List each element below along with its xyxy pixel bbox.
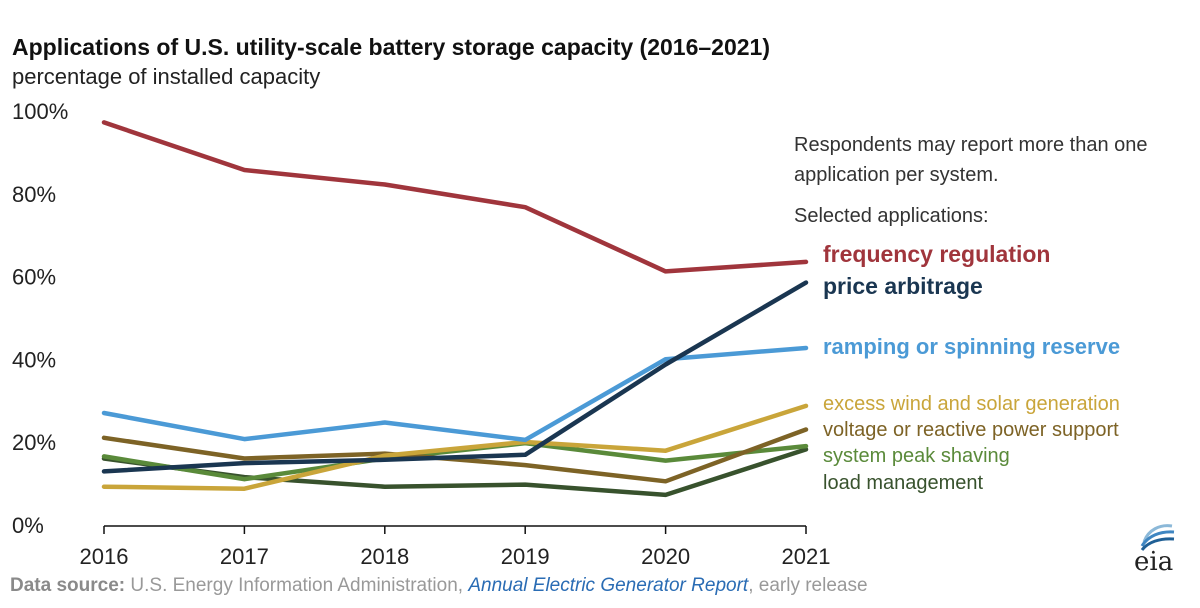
- x-tick-label: 2017: [220, 544, 269, 569]
- y-tick-label: 20%: [12, 430, 56, 455]
- series-label: price arbitrage: [823, 273, 983, 299]
- series-label: ramping or spinning reserve: [823, 334, 1120, 359]
- chart-title: Applications of U.S. utility-scale batte…: [12, 34, 771, 60]
- y-tick-label: 80%: [12, 182, 56, 207]
- x-tick-label: 2021: [782, 544, 831, 569]
- series-label: frequency regulation: [823, 241, 1050, 267]
- series-label: system peak shaving: [823, 445, 1010, 467]
- selected-applications-label: Selected applications:: [794, 205, 989, 227]
- eia-logo: eia: [1134, 524, 1175, 576]
- y-tick-label: 100%: [12, 99, 68, 124]
- chart-subtitle: percentage of installed capacity: [12, 64, 321, 89]
- y-tick-label: 60%: [12, 265, 56, 290]
- data-source-suffix: , early release: [748, 575, 868, 596]
- x-tick-label: 2019: [501, 544, 550, 569]
- series-line: [101, 345, 809, 443]
- series-label: voltage or reactive power support: [823, 419, 1119, 441]
- y-tick-label: 40%: [12, 347, 56, 372]
- x-tick-label: 2016: [80, 544, 129, 569]
- data-source: Data source: U.S. Energy Information Adm…: [10, 575, 868, 597]
- series-line: [101, 403, 809, 491]
- x-tick-label: 2020: [641, 544, 690, 569]
- data-source-text: U.S. Energy Information Administration,: [130, 575, 464, 596]
- series-line: [101, 120, 809, 274]
- report-link[interactable]: Annual Electric Generator Report: [468, 575, 749, 596]
- respondents-note: Respondents may report more than one app…: [794, 134, 1148, 186]
- y-tick-label: 0%: [12, 513, 44, 538]
- data-source-label: Data source:: [10, 575, 126, 596]
- series-label: load management: [823, 472, 984, 494]
- eia-logo-text: eia: [1134, 547, 1173, 576]
- series-label: excess wind and solar generation: [823, 393, 1120, 415]
- series-line: [101, 280, 809, 474]
- x-tick-label: 2018: [360, 544, 409, 569]
